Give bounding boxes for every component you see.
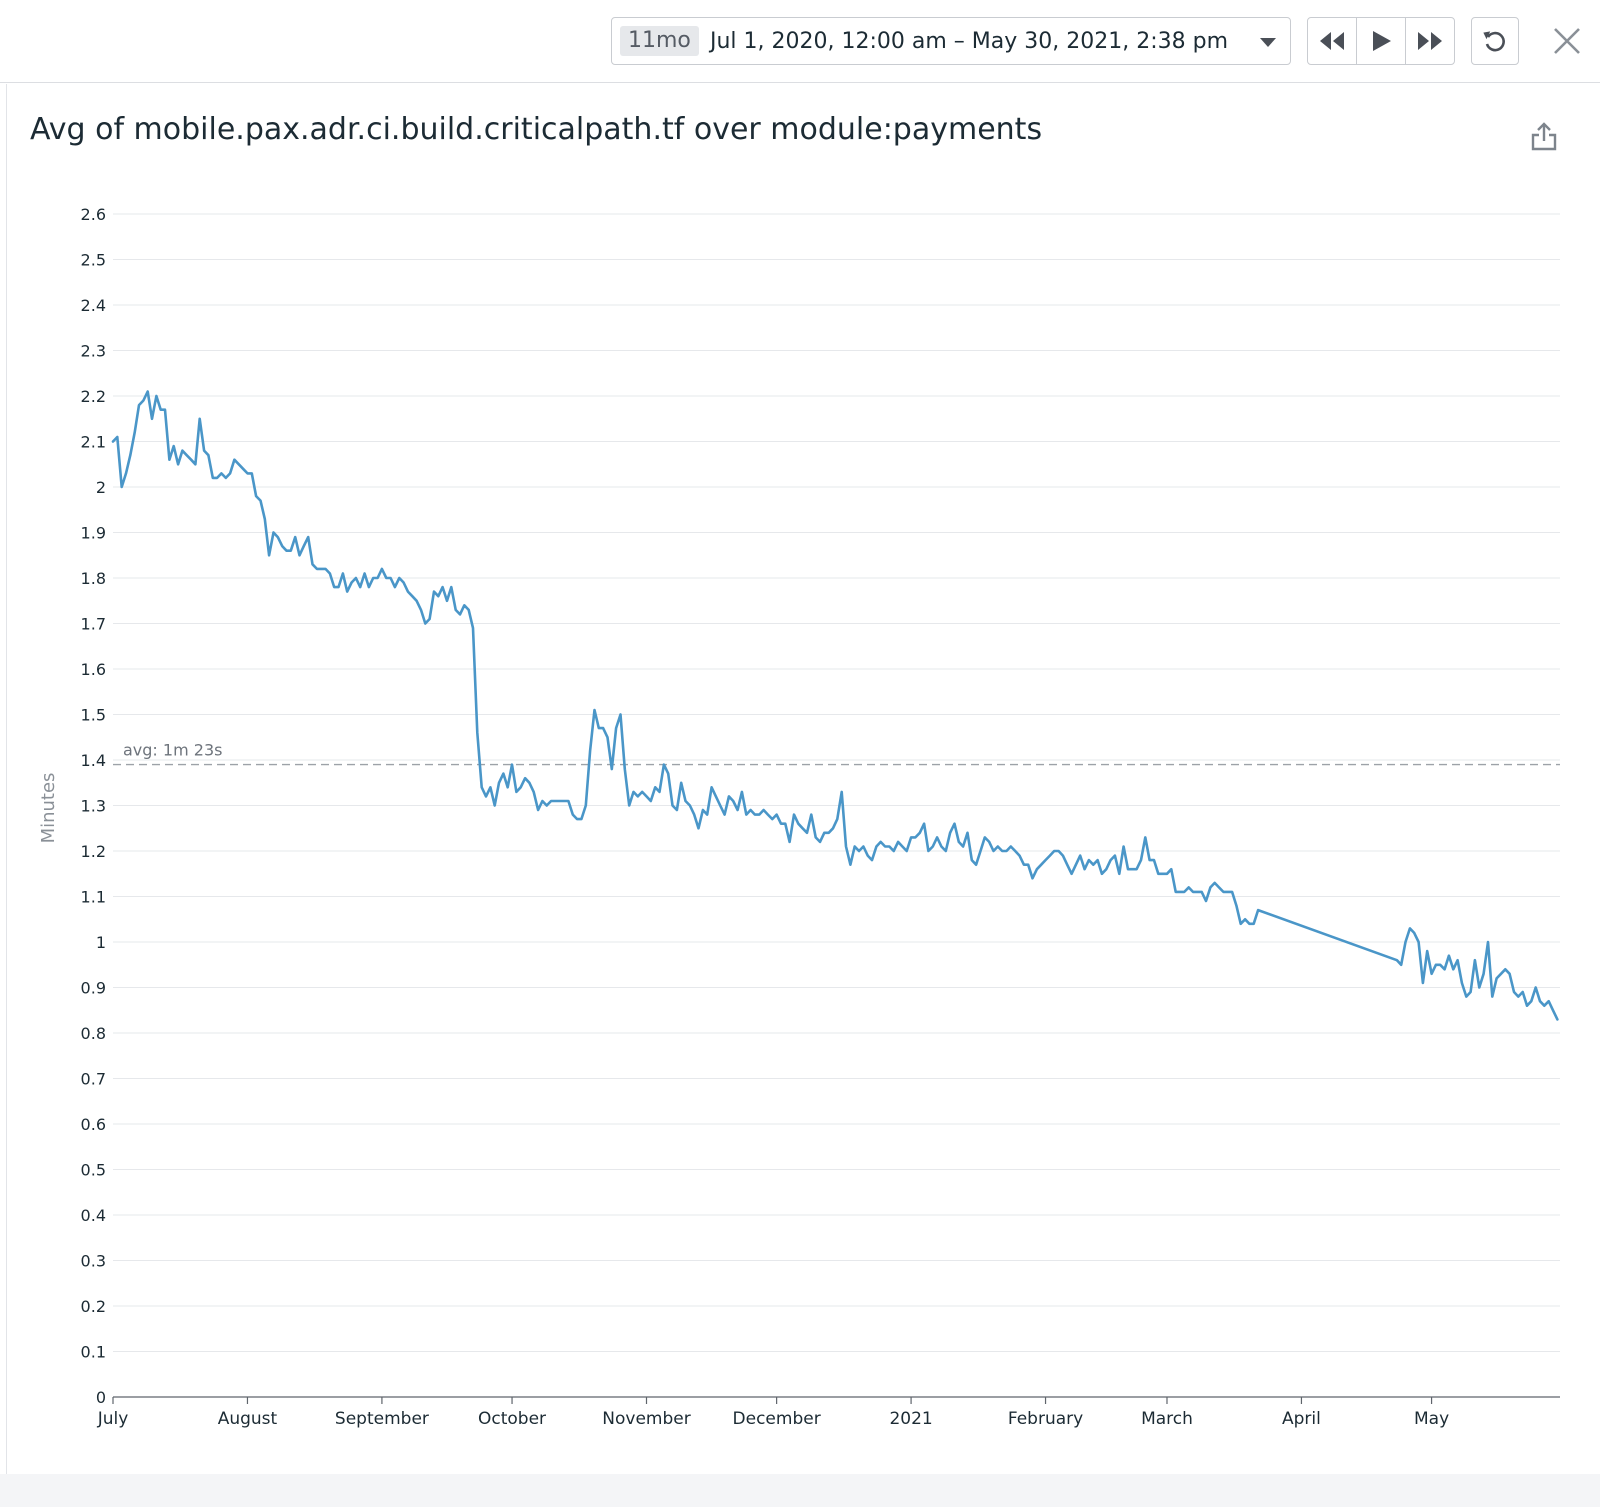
play-button[interactable] bbox=[1357, 18, 1406, 64]
y-tick-label: 1 bbox=[96, 933, 106, 952]
y-tick-label: 0.3 bbox=[81, 1252, 106, 1271]
y-tick-label: 2.6 bbox=[81, 205, 106, 224]
x-tick-label: July bbox=[97, 1409, 129, 1429]
y-tick-label: 1.2 bbox=[81, 842, 106, 861]
close-button[interactable] bbox=[1547, 20, 1587, 62]
x-tick-label: December bbox=[733, 1409, 821, 1429]
reset-button[interactable] bbox=[1471, 17, 1519, 65]
share-button[interactable] bbox=[1528, 120, 1560, 154]
toolbar: 11mo Jul 1, 2020, 12:00 am – May 30, 202… bbox=[0, 0, 1600, 83]
avg-marker: avg: 1m 23s bbox=[113, 741, 1560, 766]
y-tick-label: 0.4 bbox=[81, 1206, 106, 1225]
y-tick-label: 2.1 bbox=[81, 433, 106, 452]
y-axis: 0 0.1 0.2 0.3 0.4 0.5 0.6 0.7 0.8 0.9 1 1.1 1.2 1.3 1.… bbox=[81, 205, 106, 1407]
y-tick-label: 0.1 bbox=[81, 1343, 106, 1362]
series-line bbox=[111, 390, 1559, 1021]
y-tick-label: 0.2 bbox=[81, 1297, 106, 1316]
avg-label: avg: 1m 23s bbox=[123, 741, 222, 760]
y-tick-label: 1.5 bbox=[81, 706, 106, 725]
footer-strip bbox=[0, 1474, 1600, 1507]
x-tick-label: February bbox=[1008, 1409, 1083, 1429]
x-tick-label: October bbox=[478, 1409, 546, 1429]
y-tick-label: 2 bbox=[96, 478, 106, 497]
y-tick-label: 0.9 bbox=[81, 979, 106, 998]
y-tick-label: 0.8 bbox=[81, 1024, 106, 1043]
x-tick-label: 2021 bbox=[889, 1409, 932, 1429]
y-tick-label: 1.3 bbox=[81, 797, 106, 816]
y-tick-label: 1.9 bbox=[81, 524, 106, 543]
y-tick-label: 0 bbox=[96, 1388, 106, 1407]
range-badge: 11mo bbox=[620, 26, 699, 56]
fast-forward-icon bbox=[1418, 32, 1442, 50]
y-tick-label: 2.5 bbox=[81, 251, 106, 270]
rewind-icon bbox=[1320, 32, 1344, 50]
x-axis: July August September October November Decemb… bbox=[97, 1396, 1560, 1429]
play-icon bbox=[1373, 31, 1391, 51]
y-tick-label: 1.7 bbox=[81, 615, 106, 634]
y-tick-label: 1.8 bbox=[81, 569, 106, 588]
share-icon bbox=[1531, 122, 1557, 151]
x-tick-label: April bbox=[1282, 1409, 1321, 1429]
series bbox=[111, 390, 1559, 1021]
grid bbox=[113, 213, 1560, 1352]
graph-panel bbox=[6, 84, 1600, 1475]
close-icon bbox=[1554, 28, 1580, 54]
y-tick-label: 2.3 bbox=[81, 342, 106, 361]
y-tick-label: 1.1 bbox=[81, 888, 106, 907]
y-axis-title: Minutes bbox=[38, 773, 59, 844]
y-tick-label: 0.7 bbox=[81, 1070, 106, 1089]
y-tick-label: 1.4 bbox=[81, 751, 106, 770]
x-tick-label: November bbox=[602, 1409, 690, 1429]
x-tick-label: May bbox=[1414, 1409, 1449, 1429]
rewind-button[interactable] bbox=[1308, 18, 1357, 64]
x-tick-label: August bbox=[218, 1409, 278, 1429]
x-tick-label: September bbox=[335, 1409, 429, 1429]
y-tick-label: 0.6 bbox=[81, 1115, 106, 1134]
y-tick-label: 2.2 bbox=[81, 387, 106, 406]
y-tick-label: 0.5 bbox=[81, 1161, 106, 1180]
fast-forward-button[interactable] bbox=[1406, 18, 1454, 64]
time-range-picker[interactable]: 11mo Jul 1, 2020, 12:00 am – May 30, 202… bbox=[611, 17, 1291, 65]
time-navigation bbox=[1307, 17, 1455, 65]
y-tick-label: 2.4 bbox=[81, 296, 106, 315]
y-tick-label: 1.6 bbox=[81, 660, 106, 679]
undo-icon bbox=[1483, 31, 1505, 52]
x-tick-label: March bbox=[1141, 1409, 1193, 1429]
chart-title: Avg of mobile.pax.adr.ci.build.criticalp… bbox=[30, 112, 1043, 147]
chevron-down-icon[interactable] bbox=[1260, 38, 1276, 47]
time-range-text: Jul 1, 2020, 12:00 am – May 30, 2021, 2:… bbox=[710, 29, 1229, 54]
